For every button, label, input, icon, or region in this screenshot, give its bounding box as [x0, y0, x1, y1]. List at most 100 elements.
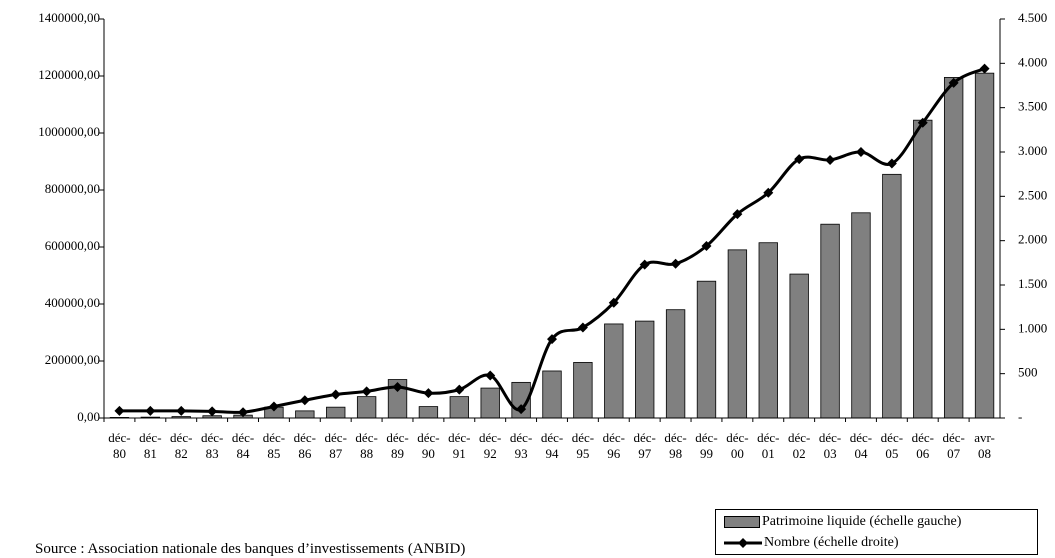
bar	[882, 173, 902, 419]
line-marker	[639, 259, 650, 270]
line-marker	[794, 154, 805, 165]
legend: Patrimoine liquide (échelle gauche) Nomb…	[715, 509, 1038, 555]
y2-tick-label: 4.000	[1018, 54, 1047, 69]
x-tick-label: déc-07	[942, 430, 965, 461]
line-marker	[577, 322, 588, 333]
line-marker	[423, 388, 434, 399]
y2-tick-label: 1.000	[1018, 320, 1047, 335]
x-tick-label: avr-08	[974, 430, 995, 461]
line-marker	[608, 297, 619, 308]
line-marker	[547, 334, 557, 345]
y2-tick-label: -	[1018, 409, 1022, 424]
bar	[480, 387, 500, 419]
x-tick-label: déc-03	[818, 430, 842, 461]
x-tick-label: déc-01	[757, 430, 780, 461]
x-tick-label: déc-87	[324, 430, 347, 461]
y-tick-label: 1200000,00	[38, 67, 100, 82]
bar	[727, 249, 748, 419]
x-tick-label: déc-85	[262, 430, 286, 461]
line-marker	[361, 386, 372, 397]
line-marker	[207, 406, 218, 417]
line-marker	[114, 405, 125, 416]
legend-swatch	[724, 515, 760, 528]
x-tick-label: déc-05	[880, 430, 904, 461]
y2-tick-label: 3.500	[1018, 99, 1047, 114]
line-marker	[145, 405, 156, 416]
bar	[820, 223, 840, 419]
x-tick-label: déc-99	[695, 430, 718, 461]
line-marker	[454, 384, 465, 395]
y-tick-label: 600000,00	[45, 238, 100, 253]
x-tick-label: déc-00	[726, 430, 749, 461]
legend-swatch	[724, 537, 762, 548]
x-tick-label: déc-95	[571, 430, 595, 461]
x-tick-label: déc-81	[139, 430, 162, 461]
bar	[604, 323, 624, 419]
line-marker	[948, 77, 959, 88]
bar	[789, 273, 809, 419]
bar	[758, 242, 778, 419]
y-tick-label: 0,00	[77, 409, 100, 424]
bar	[635, 320, 655, 419]
legend-label: Nombre (échelle droite)	[764, 535, 899, 550]
y2-tick-label: 500	[1018, 365, 1038, 380]
bar	[542, 370, 562, 419]
y2-tick-label: 2.000	[1018, 232, 1047, 247]
x-tick-label: déc-80	[108, 430, 131, 461]
bar	[943, 77, 964, 419]
legend-entry: Nombre (échelle droite)	[724, 533, 899, 553]
y2-tick-label: 2.500	[1018, 187, 1047, 202]
line-marker	[701, 240, 712, 251]
x-tick-label: déc-94	[540, 430, 564, 461]
x-tick-label: déc-97	[633, 430, 656, 461]
line-marker	[732, 209, 743, 220]
line-marker	[485, 370, 496, 381]
line-marker	[330, 389, 341, 400]
x-tick-label: déc-92	[479, 430, 502, 461]
y-tick-label: 1000000,00	[38, 124, 100, 139]
legend-entry: Patrimoine liquide (échelle gauche)	[724, 512, 961, 532]
x-tick-label: déc-02	[787, 430, 811, 461]
line-marker	[516, 404, 527, 415]
y-tick-label: 1400000,00	[38, 10, 100, 25]
bar	[449, 396, 469, 419]
y2-tick-label: 3.000	[1018, 143, 1047, 158]
bar	[913, 119, 933, 419]
y-tick-label: 200000,00	[45, 352, 100, 367]
x-tick-label: déc-04	[849, 430, 873, 461]
x-tick-label: déc-89	[386, 430, 409, 461]
x-tick-label: déc-84	[231, 430, 255, 461]
x-tick-label: déc-82	[170, 430, 193, 461]
line-marker	[763, 187, 774, 198]
x-tick-label: déc-88	[355, 430, 378, 461]
line-marker	[238, 407, 249, 418]
x-tick-label: déc-83	[200, 430, 224, 461]
line-marker	[268, 401, 279, 412]
y2-tick-label: 4.500	[1018, 10, 1047, 25]
bar	[974, 72, 995, 419]
bar	[696, 280, 717, 419]
line-marker	[825, 154, 836, 165]
bar	[326, 406, 346, 419]
legend-label: Patrimoine liquide (échelle gauche)	[762, 514, 962, 529]
line-marker	[979, 63, 990, 74]
line-marker	[299, 395, 310, 406]
bar	[295, 410, 315, 419]
line-marker	[392, 381, 403, 392]
line-marker	[886, 158, 897, 169]
y-tick-label: 400000,00	[45, 295, 100, 310]
bar	[665, 309, 686, 419]
line-marker	[670, 258, 681, 269]
y2-tick-label: 1.500	[1018, 276, 1047, 291]
line-marker	[176, 405, 187, 416]
x-tick-label: déc-96	[602, 430, 625, 461]
bar	[851, 212, 871, 419]
bar	[573, 362, 593, 419]
x-tick-label: déc-86	[293, 430, 316, 461]
x-tick-label: déc-06	[911, 430, 934, 461]
x-tick-label: déc-93	[509, 430, 533, 461]
line-marker	[917, 117, 928, 128]
x-tick-label: déc-98	[664, 430, 687, 461]
